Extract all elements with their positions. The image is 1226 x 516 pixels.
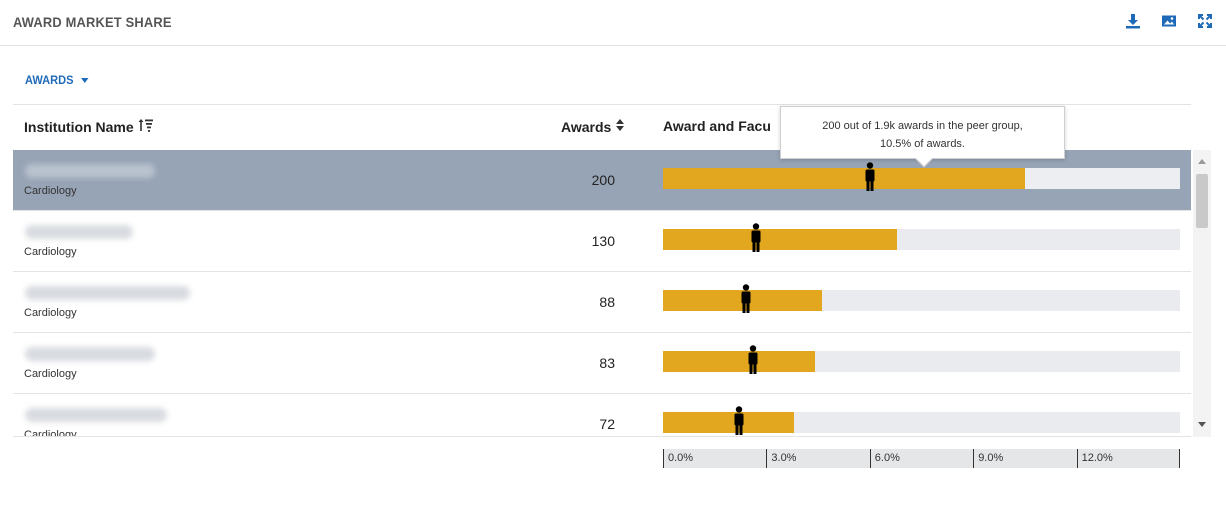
column-header-award-faculty-label: Award and Facu — [663, 118, 771, 134]
sort-ascending-icon[interactable] — [138, 118, 154, 135]
tooltip-line-2: 10.5% of awards. — [880, 138, 965, 150]
panel-header: AWARD MARKET SHARE — [0, 0, 1226, 46]
scroll-up-icon[interactable] — [1198, 159, 1206, 164]
row-specialty: Cardiology — [24, 429, 77, 437]
column-header-awards[interactable]: Awards — [561, 118, 625, 135]
axis-tick-label: 3.0% — [771, 452, 797, 464]
column-header-awards-label: Awards — [561, 118, 612, 135]
row-specialty: Cardiology — [24, 246, 77, 258]
axis-tick — [973, 449, 975, 468]
bar-tooltip: 200 out of 1.9k awards in the peer group… — [780, 106, 1065, 168]
award-share-bar — [663, 412, 794, 433]
table-row[interactable]: Cardiology 72 — [13, 394, 1191, 437]
axis-tick — [766, 449, 768, 468]
scroll-thumb[interactable] — [1196, 174, 1208, 228]
panel-title: AWARD MARKET SHARE — [13, 14, 172, 30]
institution-table-body: Cardiology 200 Cardiology 130 Cardiology… — [13, 150, 1191, 437]
award-share-bar — [663, 168, 1025, 189]
axis-tick — [1076, 449, 1078, 468]
sort-both-icon[interactable] — [615, 118, 625, 135]
award-share-bar — [663, 351, 815, 372]
award-share-track[interactable] — [663, 345, 1180, 374]
table-row[interactable]: Cardiology 88 — [13, 272, 1191, 333]
download-icon[interactable] — [1125, 13, 1141, 29]
awards-dropdown-label: AWARDS — [25, 73, 74, 87]
award-share-bar — [663, 229, 898, 250]
row-award-count: 88 — [599, 294, 615, 310]
axis-end-tick — [1179, 449, 1180, 468]
institution-name-redacted — [25, 225, 133, 239]
caret-down-icon — [80, 78, 89, 83]
faculty-person-icon — [740, 284, 752, 314]
awards-dropdown[interactable]: AWARDS — [25, 73, 89, 87]
table-row[interactable]: Cardiology 200 — [13, 150, 1191, 211]
scroll-down-icon[interactable] — [1198, 422, 1206, 427]
tooltip-line-1: 200 out of 1.9k awards in the peer group… — [822, 120, 1023, 132]
row-award-count: 200 — [591, 172, 615, 188]
row-specialty: Cardiology — [24, 185, 77, 197]
award-share-track[interactable] — [663, 223, 1180, 252]
row-specialty: Cardiology — [24, 307, 77, 319]
faculty-person-icon — [750, 223, 762, 253]
column-header-institution-label: Institution Name — [24, 118, 134, 135]
faculty-person-icon — [733, 406, 745, 436]
axis-tick-label: 9.0% — [978, 452, 1004, 464]
percent-axis: 0.0% 3.0% 6.0% 9.0% 12.0% — [663, 449, 1180, 468]
axis-tick-label: 6.0% — [874, 452, 900, 464]
table-row[interactable]: Cardiology 130 — [13, 211, 1191, 272]
award-share-track[interactable] — [663, 162, 1180, 191]
axis-tick — [869, 449, 871, 468]
column-header-award-faculty: Award and Facu — [663, 118, 771, 134]
institution-name-redacted — [25, 164, 155, 178]
expand-icon[interactable] — [1197, 13, 1213, 29]
row-award-count: 130 — [591, 233, 615, 249]
row-award-count: 83 — [599, 355, 615, 371]
institution-name-redacted — [25, 286, 190, 300]
faculty-person-icon — [747, 345, 759, 375]
axis-tick-label: 12.0% — [1081, 452, 1113, 464]
table-scrollbar[interactable] — [1193, 150, 1211, 437]
axis-tick-label: 0.0% — [668, 452, 694, 464]
table-top-divider — [13, 104, 1191, 105]
institution-name-redacted — [25, 408, 167, 422]
row-specialty: Cardiology — [24, 368, 77, 380]
axis-tick — [663, 449, 664, 468]
institution-name-redacted — [25, 347, 155, 361]
faculty-person-icon — [864, 162, 876, 192]
image-icon[interactable] — [1161, 13, 1177, 29]
award-share-track[interactable] — [663, 284, 1180, 313]
row-award-count: 72 — [599, 416, 615, 432]
column-header-institution[interactable]: Institution Name — [24, 118, 154, 135]
award-share-track[interactable] — [663, 406, 1180, 435]
table-row[interactable]: Cardiology 83 — [13, 333, 1191, 394]
